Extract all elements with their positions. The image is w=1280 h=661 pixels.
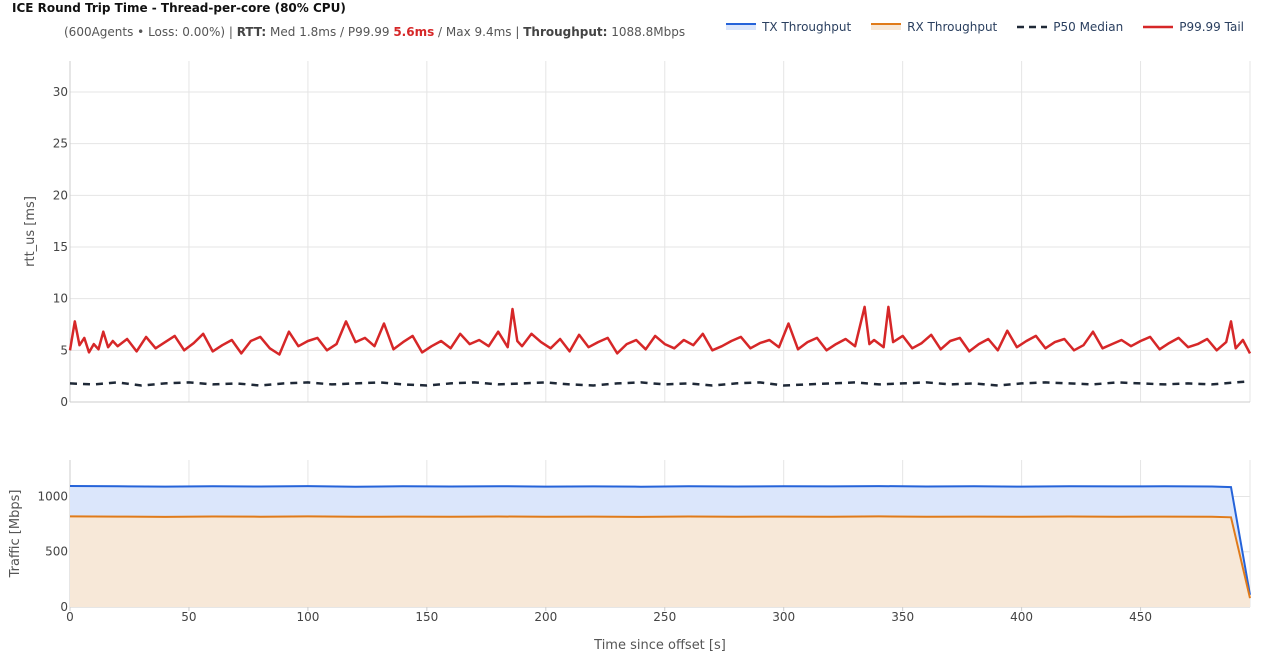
rtt-p9999-value: 5.6ms bbox=[393, 25, 435, 39]
bottom-ytick-label: 1000 bbox=[37, 489, 68, 503]
legend-swatch-tx bbox=[726, 23, 757, 30]
top-ytick-label: 5 bbox=[60, 343, 68, 357]
subtitle-prefix: (600Agents • Loss: 0.00%) | bbox=[64, 25, 237, 39]
series-rx-throughput-fill bbox=[70, 516, 1250, 607]
chart-subtitle: (600Agents • Loss: 0.00%) | RTT: Med 1.8… bbox=[64, 25, 685, 39]
x-tick-label: 50 bbox=[181, 610, 196, 624]
series-rx-throughput-line bbox=[69, 515, 1251, 599]
legend-swatch-tail bbox=[1143, 25, 1174, 29]
x-tick-label: 400 bbox=[1010, 610, 1033, 624]
legend-label-tx: TX Throughput bbox=[762, 20, 852, 34]
x-tick-label: 200 bbox=[534, 610, 557, 624]
throughput-value: 1088.8Mbps bbox=[607, 25, 686, 39]
bottom-ytick-label: 500 bbox=[45, 545, 68, 559]
x-tick-label: 300 bbox=[772, 610, 795, 624]
top-ytick-label: 30 bbox=[53, 85, 68, 99]
x-tick-label: 0 bbox=[66, 610, 74, 624]
chart-title: ICE Round Trip Time - Thread-per-core (8… bbox=[12, 1, 346, 15]
x-tick-label: 350 bbox=[891, 610, 914, 624]
x-tick-label: 450 bbox=[1129, 610, 1152, 624]
legend-item-tail[interactable]: P99.99 Tail bbox=[1143, 20, 1244, 34]
legend-item-median[interactable]: P50 Median bbox=[1017, 20, 1123, 34]
top-ytick-label: 25 bbox=[53, 137, 68, 151]
throughput-label: Throughput: bbox=[523, 25, 608, 39]
legend-label-tail: P99.99 Tail bbox=[1179, 20, 1244, 34]
legend-item-rx[interactable]: RX Throughput bbox=[871, 20, 997, 34]
rtt-max-text: / Max 9.4ms | bbox=[434, 25, 524, 39]
series-tx-throughput-line bbox=[69, 485, 1251, 595]
series-p50-median bbox=[69, 380, 1251, 387]
x-tick-label: 150 bbox=[415, 610, 438, 624]
x-tick-label: 100 bbox=[296, 610, 319, 624]
legend-label-rx: RX Throughput bbox=[907, 20, 998, 34]
bottom-panel: 0 500 1000 Traffic [Mbps] 0 50 100 150 200 250 300… bbox=[8, 460, 1251, 653]
top-ytick-label: 10 bbox=[53, 292, 68, 306]
x-axis-label: Time since offset [s] bbox=[593, 638, 726, 653]
top-ytick-label: 15 bbox=[53, 240, 68, 254]
bottom-ytick-label: 0 bbox=[60, 600, 68, 614]
legend-item-tx[interactable]: TX Throughput bbox=[726, 20, 851, 34]
chart-legend: TX Throughput RX Throughput P50 Median P… bbox=[726, 20, 1244, 34]
rtt-label: RTT: bbox=[236, 25, 267, 39]
rtt-median-text: Med 1.8ms / P99.99 bbox=[266, 25, 394, 39]
top-ytick-label: 20 bbox=[53, 188, 68, 202]
legend-swatch-median bbox=[1017, 25, 1048, 29]
top-ylabel: rtt_us [ms] bbox=[23, 196, 38, 267]
series-p9999-tail bbox=[68, 305, 1252, 356]
x-tick-label: 250 bbox=[653, 610, 676, 624]
top-ytick-label: 0 bbox=[60, 395, 68, 409]
legend-label-median: P50 Median bbox=[1053, 20, 1124, 34]
legend-swatch-rx bbox=[871, 23, 902, 30]
top-panel: 0 5 10 15 20 25 30 rtt_us [ms] bbox=[23, 61, 1252, 409]
bottom-ylabel: Traffic [Mbps] bbox=[8, 490, 23, 579]
